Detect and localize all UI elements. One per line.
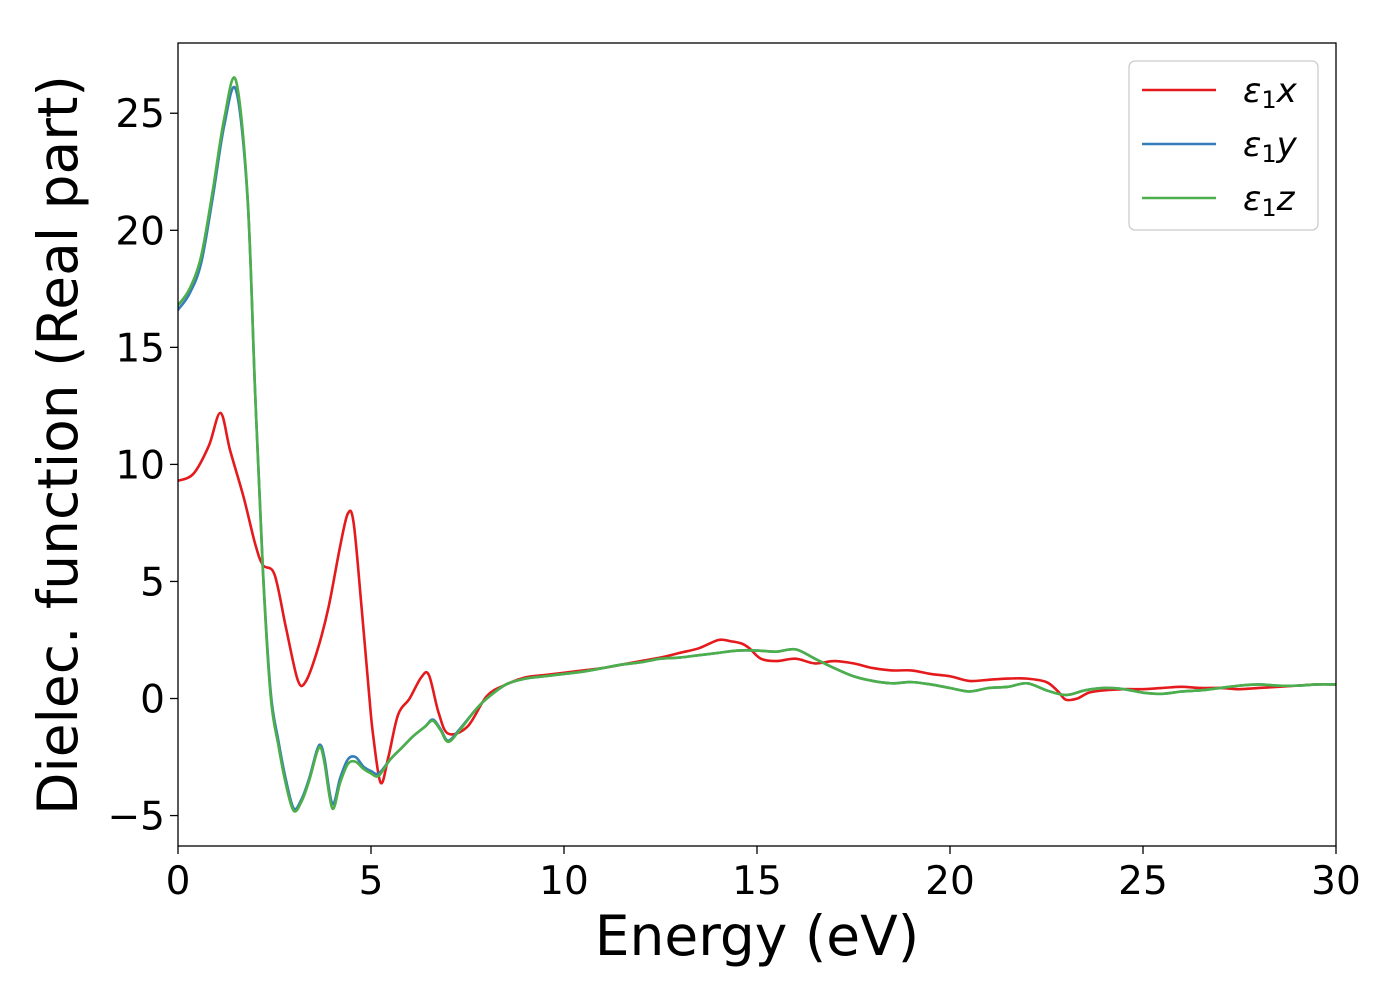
x-tick-label: 30: [1311, 859, 1361, 904]
x-tick-label: 15: [732, 859, 782, 904]
x-axis-title: Energy (eV): [595, 904, 919, 968]
y-tick-label: 15: [115, 326, 165, 371]
y-tick-label: 5: [140, 560, 165, 605]
y-axis-title: Dielec. function (Real part): [26, 75, 90, 815]
legend-box: [1128, 60, 1319, 231]
y-tick-label: 20: [115, 209, 165, 254]
y-tick-label: 0: [140, 678, 165, 723]
legend: ε1x ε1y ε1z: [1128, 60, 1319, 231]
series-line-x: [178, 411, 1336, 785]
x-tick-label: 20: [925, 859, 975, 904]
x-tick-label: 10: [539, 859, 589, 904]
y-tick-label: 25: [115, 92, 165, 137]
legend-entries: ε1x ε1y ε1z: [1142, 71, 1298, 222]
x-tick-label: 0: [166, 859, 191, 904]
series-line-z: [178, 76, 1336, 813]
legend-label-z: ε1z: [1243, 179, 1296, 222]
series-layer: [178, 76, 1336, 813]
x-axis: 0 5 10 15 20 25 30: [166, 846, 1361, 904]
x-tick-label: 25: [1118, 859, 1168, 904]
x-tick-label: 5: [359, 859, 384, 904]
y-tick-label: 10: [115, 443, 165, 488]
legend-label-x: ε1x: [1243, 71, 1298, 114]
y-tick-label: −5: [108, 795, 166, 840]
legend-label-y: ε1y: [1243, 125, 1298, 168]
y-axis: −5 0 5 10 15 20 25: [108, 92, 178, 840]
